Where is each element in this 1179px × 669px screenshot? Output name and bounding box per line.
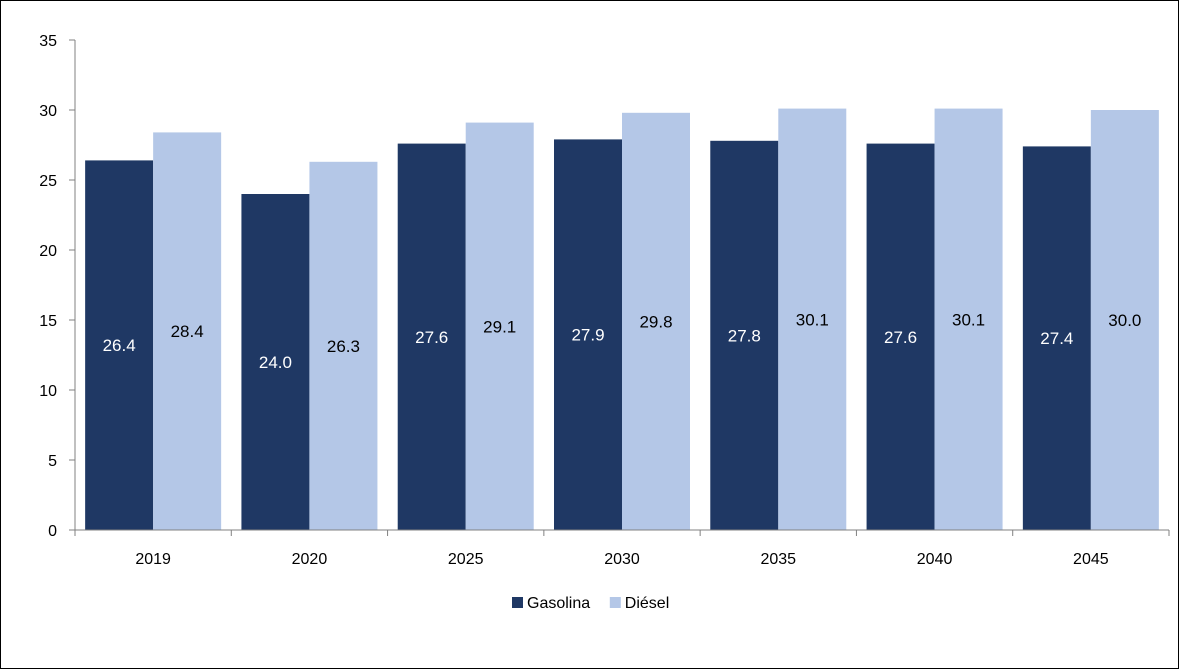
bar-gasolina xyxy=(241,194,310,530)
legend-swatch xyxy=(512,597,523,608)
bar-gasolina xyxy=(1022,146,1091,530)
data-labels: 26.4 24.0 27.6 27.9 27.8 27.6 27.4 28.4 26.3 29.1… xyxy=(103,310,1142,372)
data-label: 27.8 xyxy=(728,326,761,345)
x-tick-label: 2040 xyxy=(917,551,953,568)
x-tick-label: 2045 xyxy=(1073,551,1109,568)
legend-label: Gasolina xyxy=(527,595,590,612)
bar-gasolina xyxy=(710,140,779,531)
legend-swatch xyxy=(609,597,621,608)
y-tick-label: 0 xyxy=(48,523,57,540)
bars xyxy=(85,108,1159,531)
data-label: 24.0 xyxy=(259,353,292,372)
data-label: 30.1 xyxy=(952,310,985,329)
bar-gasolina xyxy=(866,143,935,530)
data-label: 26.3 xyxy=(327,337,360,356)
y-axis: 0 5 10 15 20 25 30 35 xyxy=(39,33,76,540)
legend: Gasolina Diésel xyxy=(512,595,669,612)
x-tick-label: 2035 xyxy=(760,551,796,568)
bar-disel xyxy=(622,112,690,531)
data-label: 28.4 xyxy=(171,322,204,341)
y-tick-label: 25 xyxy=(39,173,57,190)
bar-gasolina xyxy=(397,143,466,530)
data-label: 27.4 xyxy=(1040,329,1073,348)
data-label: 27.6 xyxy=(415,328,448,347)
x-tick-label: 2025 xyxy=(448,551,484,568)
bar-disel xyxy=(934,108,1003,530)
y-tick-label: 5 xyxy=(48,453,57,470)
bar-disel xyxy=(1090,110,1159,530)
y-tick-label: 30 xyxy=(39,103,57,120)
data-label: 26.4 xyxy=(103,336,136,355)
bar-disel xyxy=(778,108,847,530)
y-tick-label: 15 xyxy=(39,313,57,330)
x-tick-label: 2019 xyxy=(135,551,171,568)
legend-label: Diésel xyxy=(625,595,669,612)
data-label: 30.0 xyxy=(1108,311,1141,330)
bar-gasolina xyxy=(554,139,622,530)
data-label: 27.6 xyxy=(884,328,917,347)
x-axis: 2019 2020 2025 2030 2035 2040 2045 xyxy=(74,529,1170,568)
bar-disel xyxy=(465,122,534,530)
data-label: 29.8 xyxy=(639,312,672,331)
x-tick-label: 2020 xyxy=(292,551,328,568)
data-label: 29.1 xyxy=(483,317,516,336)
y-tick-label: 35 xyxy=(39,33,57,50)
y-tick-label: 10 xyxy=(39,383,57,400)
data-label: 27.9 xyxy=(571,326,604,345)
x-tick-label: 2030 xyxy=(604,551,640,568)
y-tick-label: 20 xyxy=(39,243,57,260)
bar-gasolina xyxy=(85,160,154,530)
bar-disel xyxy=(153,132,222,530)
data-label: 30.1 xyxy=(796,310,829,329)
bar-disel xyxy=(309,161,378,531)
